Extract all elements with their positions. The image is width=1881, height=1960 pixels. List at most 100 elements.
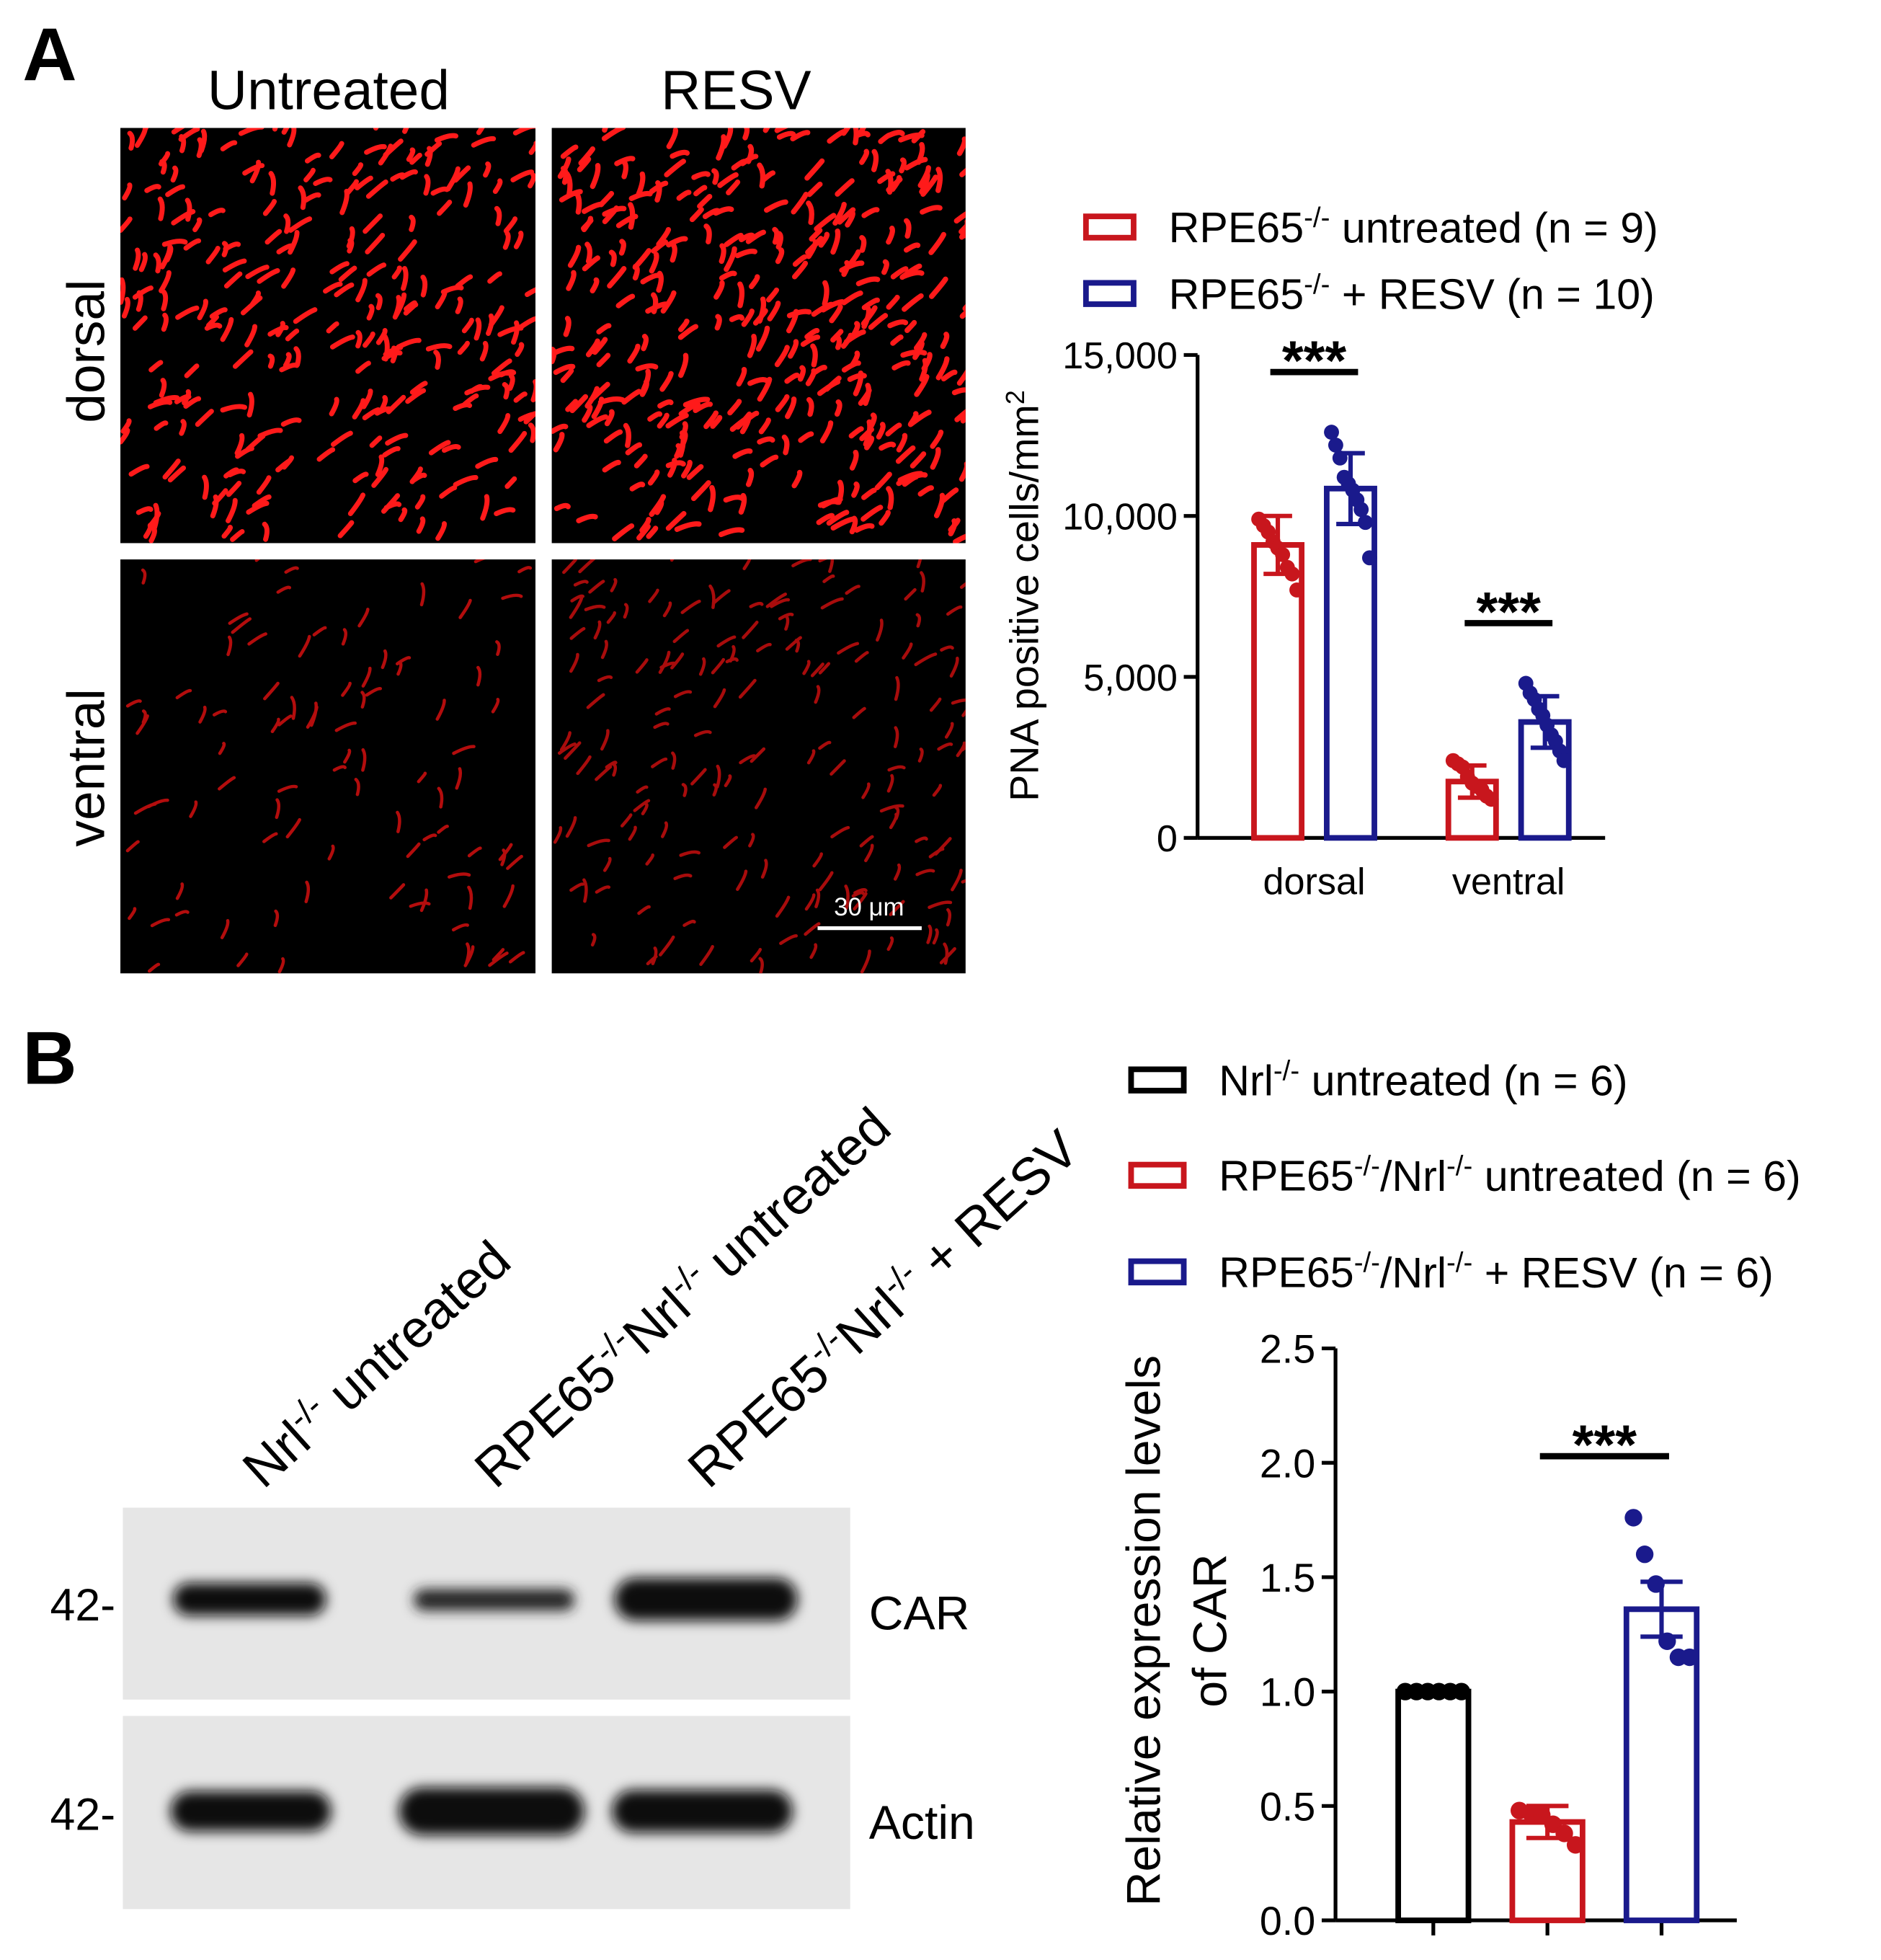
- data-point: [1556, 753, 1572, 768]
- text-part: PNA positive cells/mm: [1002, 404, 1047, 802]
- significance-label: ***: [1573, 1415, 1637, 1476]
- band: [414, 1589, 574, 1611]
- bar-chart: 0.0 0.5 1.0 1.5 2.0 2.5 Relative expression le…: [1118, 1055, 1801, 1943]
- data-point: [1361, 550, 1377, 566]
- legend-swatch: [1128, 1258, 1187, 1286]
- micrograph: [120, 128, 535, 544]
- legend-label: RPE65-/-/Nrl-/- + RESV (n = 6): [1219, 1248, 1774, 1297]
- data-point: [1328, 438, 1343, 453]
- bar: [1395, 1688, 1472, 1923]
- data-point: [1452, 1682, 1470, 1700]
- y-tick-label: 2.0: [1260, 1441, 1315, 1486]
- y-tick-label: 10,000: [1062, 497, 1178, 538]
- legend-swatch: [1082, 280, 1137, 307]
- y-tick-label: 15,000: [1062, 335, 1178, 377]
- x-tick-label: ventral: [1452, 861, 1565, 903]
- text-part: /Nrl: [1380, 1249, 1446, 1297]
- text-part: -/-: [1273, 1055, 1299, 1086]
- y-axis-label: of CAR: [1184, 1554, 1237, 1708]
- y-axis-label: PNA positive cells/mm2: [1000, 390, 1047, 802]
- data-point: [1681, 1648, 1699, 1667]
- text-part: RPE65: [1169, 270, 1304, 318]
- row-label: dorsal: [57, 280, 115, 423]
- text-part: RPE65: [464, 1344, 627, 1499]
- text-part: untreated: [686, 1097, 902, 1299]
- mw-marker: 42-: [50, 1580, 116, 1631]
- band-label: Actin: [869, 1796, 975, 1850]
- text-part: -/-: [1304, 203, 1330, 234]
- y-tick-label: 2.5: [1260, 1327, 1315, 1372]
- micrograph: [551, 128, 966, 544]
- text-part: -/-: [1446, 1151, 1472, 1182]
- band: [614, 1577, 798, 1621]
- data-point: [1647, 1575, 1665, 1593]
- panel-label: B: [22, 1016, 76, 1100]
- text-part: -/-: [1354, 1151, 1380, 1182]
- text-part: RPE65: [677, 1344, 840, 1499]
- text-part: RPE65: [1169, 203, 1304, 252]
- text-part: /Nrl: [1380, 1152, 1446, 1200]
- stained-cells: [551, 128, 966, 544]
- y-tick-label: 1.0: [1260, 1670, 1315, 1715]
- significance-label: ***: [1282, 331, 1347, 392]
- row-label: ventral: [57, 688, 115, 846]
- significance-label: ***: [1477, 582, 1542, 643]
- y-tick-label: 5,000: [1083, 657, 1178, 699]
- text-part: untreated (n = 9): [1330, 203, 1658, 252]
- micrographs: [120, 128, 966, 974]
- data-point: [1275, 546, 1291, 562]
- text-part: -/-: [1354, 1248, 1380, 1279]
- y-tick-label: 0.0: [1260, 1899, 1315, 1943]
- text-part: + RESV: [899, 1119, 1090, 1299]
- legend-swatch: [1128, 1066, 1187, 1094]
- stained-cells: [553, 559, 966, 974]
- legend-label: Nrl-/- untreated (n = 6): [1219, 1055, 1627, 1104]
- mw-marker: 42-: [50, 1790, 116, 1840]
- data-point: [1324, 425, 1339, 440]
- y-tick-label: 1.5: [1260, 1556, 1315, 1600]
- text-part: untreated (n = 6): [1299, 1057, 1627, 1105]
- text-part: + RESV (n = 6): [1472, 1249, 1774, 1297]
- data-point: [1483, 791, 1499, 807]
- band: [170, 1791, 332, 1832]
- y-axis-label: Relative expression levels: [1118, 1355, 1171, 1906]
- data-point: [1284, 566, 1300, 582]
- western-blot: [123, 1507, 850, 1910]
- column-label: Untreated: [208, 60, 450, 121]
- text-part: 2: [1000, 390, 1030, 404]
- data-point: [1358, 515, 1373, 531]
- stained-cells: [125, 559, 533, 974]
- text-part: untreated (n = 6): [1472, 1152, 1800, 1200]
- lane-label: RPE65-/-Nrl-/- + RESV: [676, 1117, 1090, 1499]
- data-point: [1289, 582, 1304, 598]
- y-tick-label: 0.5: [1260, 1784, 1315, 1829]
- bar-chart: 0 5,000 10,000 15,000 PNA positive cells/mm2…: [1000, 203, 1658, 903]
- data-point: [1635, 1546, 1654, 1564]
- data-point: [1332, 450, 1348, 466]
- text-part: RPE65: [1219, 1249, 1353, 1297]
- panel-label: A: [22, 12, 76, 97]
- data-point: [1624, 1509, 1642, 1527]
- stained-cells: [120, 128, 535, 544]
- text-part: RPE65: [1219, 1152, 1353, 1200]
- legend-label: RPE65-/- + RESV (n = 10): [1169, 269, 1655, 318]
- y-tick-label: 0: [1157, 818, 1178, 860]
- legend-label: RPE65-/-/Nrl-/- untreated (n = 6): [1219, 1151, 1800, 1200]
- data-point: [1555, 1824, 1573, 1843]
- micrograph: [120, 559, 535, 974]
- text-part: -/-: [1304, 269, 1330, 300]
- legend-swatch: [1128, 1161, 1187, 1189]
- bar: [1324, 485, 1377, 841]
- band-label: CAR: [869, 1587, 970, 1640]
- text-part: untreated: [306, 1230, 522, 1432]
- text-part: + RESV (n = 10): [1330, 270, 1654, 319]
- lane-label: RPE65-/-Nrl-/- untreated: [463, 1095, 902, 1499]
- text-part: -/-: [1446, 1248, 1472, 1279]
- data-point: [1566, 1836, 1585, 1854]
- x-tick-label: dorsal: [1263, 861, 1365, 903]
- text-part: Nrl: [1219, 1056, 1273, 1104]
- legend-swatch: [1082, 213, 1137, 241]
- band: [399, 1787, 584, 1835]
